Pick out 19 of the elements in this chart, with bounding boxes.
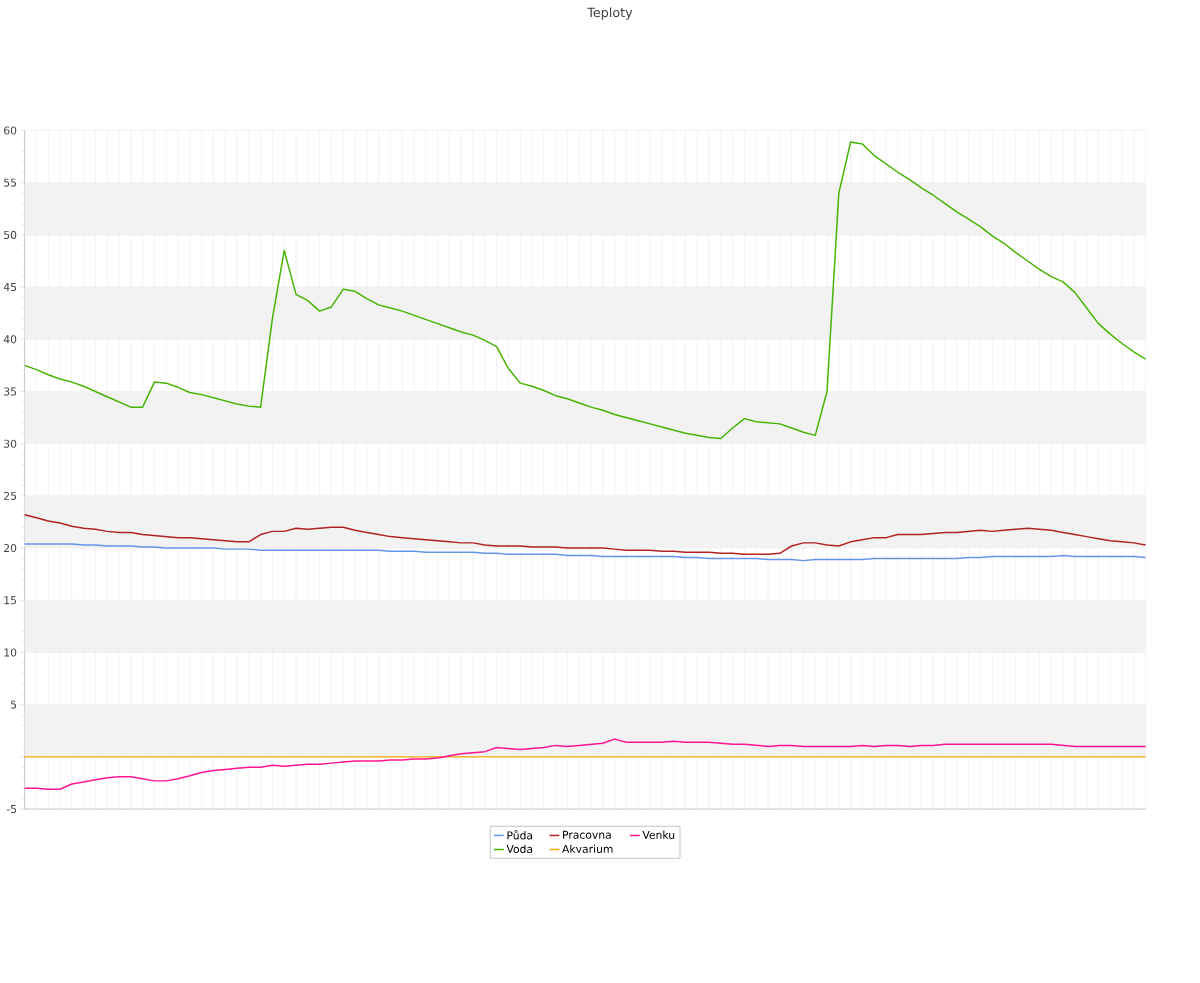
y-tick-label: -5 bbox=[6, 804, 17, 813]
y-tick-label: 45 bbox=[3, 282, 17, 291]
y-tick-label: 35 bbox=[4, 387, 17, 396]
legend-label: Půda bbox=[507, 829, 533, 840]
y-tick-label: 55 bbox=[4, 178, 17, 187]
y-tick-label: 60 bbox=[4, 126, 17, 135]
y-tick-label: 25 bbox=[4, 491, 17, 500]
legend-label: Akvarium bbox=[562, 844, 613, 853]
legend-label: Pracovna bbox=[563, 830, 611, 839]
y-tick-label: 40 bbox=[3, 335, 17, 344]
legend-label: Voda bbox=[506, 844, 533, 853]
chart-title: Teploty bbox=[587, 7, 633, 20]
y-tick-label: 30 bbox=[4, 439, 17, 448]
y-tick-label: 10 bbox=[4, 648, 17, 657]
y-tick-label: 50 bbox=[4, 230, 17, 239]
legend-label: Venku bbox=[642, 830, 675, 839]
y-tick-label: 15 bbox=[4, 596, 17, 605]
y-tick-label: 5 bbox=[10, 700, 17, 709]
y-tick-label: 20 bbox=[4, 543, 17, 552]
